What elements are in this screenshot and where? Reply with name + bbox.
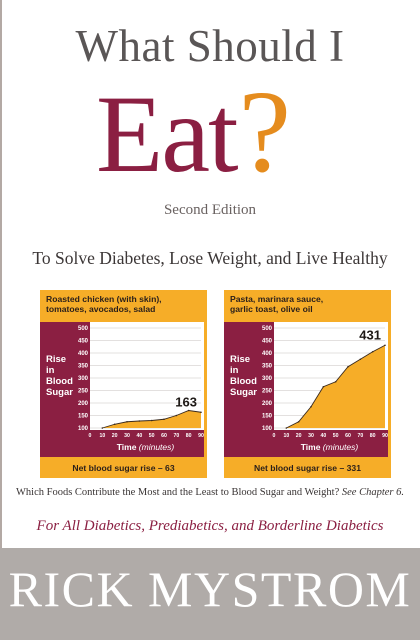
- chart-x-tick-label: 80: [370, 433, 376, 439]
- chart-y-axis-label: Blood: [230, 376, 257, 387]
- chart-x-tick-label: 60: [345, 433, 351, 439]
- title-eat-word: Eat: [96, 73, 239, 195]
- chart-point: [347, 365, 349, 368]
- chart-title: Pasta, marinara sauce,: [230, 294, 323, 304]
- chart-y-axis-label: in: [46, 365, 55, 376]
- spine-edge: [0, 0, 2, 548]
- chart-point: [113, 423, 116, 426]
- chart-footer-text: Net blood sugar rise – 63: [72, 463, 174, 473]
- chart-title: Roasted chicken (with skin),: [46, 294, 162, 304]
- chart-y-tick-label: 250: [262, 389, 273, 395]
- chart-y-axis-label: Blood: [46, 376, 73, 387]
- chart-area-fill: [102, 410, 201, 428]
- chart-x-tick-label: 20: [296, 433, 302, 439]
- chart-svg: 100 150 200 250 300 350 400 450 500 0 10 20 30 40 50 60…: [224, 290, 391, 478]
- chart-x-tick-label: 30: [124, 433, 130, 439]
- chart-svg: 100 150 200 250 300 350 400 450 500 0 10 20 30 40 50 60…: [40, 290, 207, 478]
- chart-x-axis-label: Time (minutes): [117, 442, 175, 452]
- chart-chicken: 100 150 200 250 300 350 400 450 500 0 10 20 30 40 50 60…: [40, 290, 207, 478]
- title-line-1: What Should I: [75, 21, 345, 71]
- chart-side-panel: [40, 322, 90, 457]
- chart-x-tick-label: 0: [273, 433, 276, 439]
- subtitle: To Solve Diabetes, Lose Weight, and Live…: [32, 248, 388, 268]
- chart-y-tick-label: 200: [78, 401, 89, 407]
- chart-point: [175, 414, 178, 417]
- chart-point: [101, 427, 104, 429]
- chart-point: [150, 419, 153, 422]
- author-band: [0, 548, 420, 640]
- chart-x-tick-label: 90: [382, 433, 388, 439]
- tagline: For All Diabetics, Prediabetics, and Bor…: [36, 518, 384, 534]
- chart-point: [334, 380, 337, 383]
- chart-point: [310, 405, 312, 408]
- caption-text: Which Foods Contribute the Most and the …: [16, 487, 340, 498]
- chart-y-tick-label: 250: [78, 389, 89, 395]
- chart-y-tick-label: 300: [262, 376, 273, 382]
- chart-x-tick-label: 30: [308, 433, 314, 439]
- caption-see-chapter: See Chapter 6.: [341, 487, 404, 498]
- chart-x-tick-label: 20: [112, 433, 118, 439]
- chart-x-tick-label: 40: [320, 433, 326, 439]
- chart-y-tick-label: 350: [262, 364, 273, 370]
- chart-y-axis-label: in: [230, 365, 239, 376]
- chart-point: [285, 427, 288, 429]
- chart-point: [200, 411, 202, 414]
- chart-y-tick-label: 450: [78, 339, 89, 345]
- chart-y-tick-label: 150: [78, 414, 89, 420]
- chart-point: [138, 420, 141, 422]
- chart-y-tick-label: 500: [78, 326, 89, 332]
- chart-point: [384, 344, 386, 347]
- chart-pasta: 100 150 200 250 300 350 400 450 500 0 10 20 30 40 50 60…: [224, 290, 391, 478]
- chart-x-tick-label: 10: [99, 433, 105, 439]
- chart-point: [359, 358, 362, 361]
- chart-point: [297, 420, 300, 423]
- chart-caption: Which Foods Contribute the Most and the …: [0, 487, 420, 498]
- chart-point: [322, 385, 325, 388]
- chart-y-tick-label: 200: [262, 401, 273, 407]
- chart-point: [187, 409, 190, 412]
- chart-x-tick-label: 50: [149, 433, 155, 439]
- author-name: RICK MYSTROM: [8, 561, 412, 617]
- chart-x-tick-label: 70: [357, 433, 363, 439]
- chart-footer-band: [224, 457, 391, 478]
- chart-y-tick-label: 500: [262, 326, 273, 332]
- chart-y-tick-label: 300: [78, 376, 89, 382]
- chart-footer-band: [40, 457, 207, 478]
- chart-x-axis-label: Time (minutes): [301, 442, 359, 452]
- chart-y-axis-label: Sugar: [46, 387, 73, 398]
- chart-title: tomatoes, avocados, salad: [46, 304, 155, 314]
- chart-x-strip: [90, 430, 204, 457]
- chart-peak-label: 431: [359, 327, 381, 342]
- chart-x-tick-label: 80: [186, 433, 192, 439]
- chart-x-strip: [274, 430, 388, 457]
- chart-y-axis-label: Sugar: [230, 387, 257, 398]
- chart-y-tick-label: 450: [262, 339, 273, 345]
- chart-x-tick-label: 50: [333, 433, 339, 439]
- chart-x-tick-label: 60: [161, 433, 167, 439]
- title-eat: Eat?: [96, 72, 336, 195]
- chart-x-tick-label: 70: [173, 433, 179, 439]
- chart-y-axis-label: Rise: [46, 354, 66, 365]
- chart-peak-label: 163: [175, 394, 197, 409]
- chart-y-tick-label: 400: [78, 351, 89, 357]
- chart-x-tick-label: 90: [198, 433, 204, 439]
- chart-x-tick-label: 40: [136, 433, 142, 439]
- chart-y-tick-label: 100: [78, 426, 89, 432]
- chart-y-axis-label: Rise: [230, 354, 250, 365]
- chart-y-tick-label: 100: [262, 426, 273, 432]
- chart-point: [126, 420, 128, 423]
- chart-y-tick-label: 400: [262, 351, 273, 357]
- chart-title: garlic toast, olive oil: [230, 304, 313, 314]
- chart-x-tick-label: 0: [89, 433, 92, 439]
- chart-point: [371, 350, 374, 353]
- chart-y-tick-label: 150: [262, 414, 273, 420]
- question-mark: ?: [238, 66, 291, 197]
- chart-point: [163, 418, 165, 421]
- chart-footer-text: Net blood sugar rise – 331: [254, 463, 361, 473]
- chart-x-tick-label: 10: [283, 433, 289, 439]
- edition-label: Second Edition: [163, 202, 257, 218]
- chart-side-panel: [224, 322, 274, 457]
- chart-y-tick-label: 350: [78, 364, 89, 370]
